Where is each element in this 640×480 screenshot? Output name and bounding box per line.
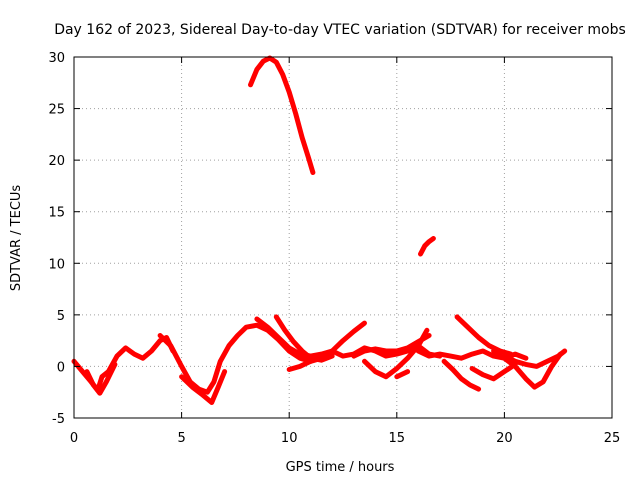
series-line-arc-l	[441, 358, 482, 392]
series-line-arc-r	[418, 236, 436, 257]
series-line-arc-q	[248, 55, 316, 175]
x-tick-label: 15	[389, 431, 406, 446]
y-tick-label: 30	[48, 51, 65, 66]
x-tick-label: 20	[496, 431, 513, 446]
x-tick-label: 5	[177, 431, 185, 446]
y-tick-label: 20	[48, 154, 65, 169]
series-line-arc-a	[71, 335, 176, 393]
series-line-arc-p	[501, 348, 568, 369]
x-axis-label: GPS time / hours	[286, 460, 395, 475]
axis-ticks: 0 5 10 15 20 25 -5 0 5 10 15 20 25 30	[48, 51, 620, 446]
data-series	[71, 55, 568, 405]
plot-frame	[73, 56, 613, 419]
y-tick-label: 15	[48, 206, 65, 221]
x-tick-label: 25	[604, 431, 621, 446]
chart-title: Day 162 of 2023, Sidereal Day-to-day VTE…	[54, 22, 626, 38]
series-line-arc-m	[454, 314, 514, 357]
series-line-arc-g	[273, 314, 335, 363]
series-line-arc-i	[362, 327, 430, 380]
y-tick-label: 5	[57, 309, 65, 324]
grid	[74, 57, 612, 418]
y-axis-label: SDTVAR / TECUs	[9, 185, 24, 292]
y-tick-label: 25	[48, 103, 65, 118]
series-line-arc-h	[351, 333, 432, 359]
series-line-arc-n	[469, 361, 518, 382]
y-tick-label: -5	[52, 412, 65, 427]
series-line-arc-e	[254, 316, 443, 359]
y-tick-label: 10	[48, 257, 65, 272]
y-tick-label: 0	[57, 360, 65, 375]
series-line-arc-f	[286, 320, 367, 372]
x-tick-label: 0	[70, 431, 78, 446]
series-line-arc-b	[84, 361, 118, 396]
x-tick-label: 10	[281, 431, 298, 446]
series-line-arc-j	[394, 369, 411, 380]
series-line-arc-d	[179, 369, 228, 405]
